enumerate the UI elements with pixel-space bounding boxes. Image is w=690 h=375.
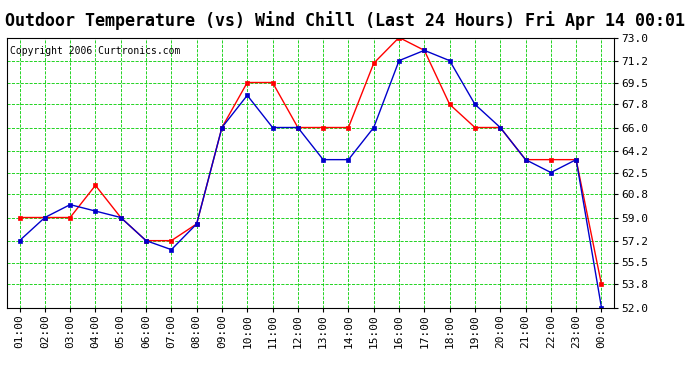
Text: Copyright 2006 Curtronics.com: Copyright 2006 Curtronics.com — [10, 46, 180, 56]
Text: Outdoor Temperature (vs) Wind Chill (Last 24 Hours) Fri Apr 14 00:01: Outdoor Temperature (vs) Wind Chill (Las… — [5, 11, 685, 30]
